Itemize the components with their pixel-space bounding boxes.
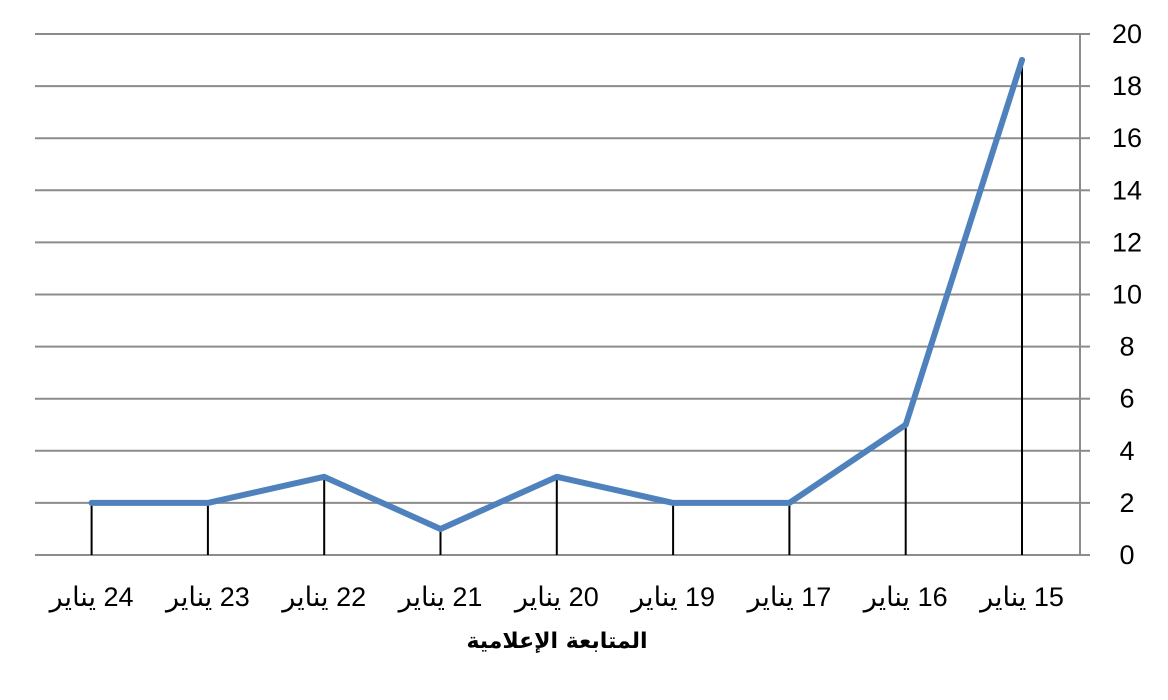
- y-tick-label-0: 0: [1119, 540, 1134, 570]
- y-axis-tick-labels: 0 2 4 6 8 10 12 14 16 18 20: [1112, 19, 1142, 570]
- data-point-6: [321, 473, 328, 480]
- data-point-8: [88, 499, 95, 506]
- x-tick-label-6: 22 يناير: [280, 582, 366, 613]
- x-tick-label-7: 23 يناير: [164, 582, 250, 613]
- axes: [1079, 33, 1090, 556]
- data-point-5: [437, 525, 444, 532]
- x-tick-label-1: 16 يناير: [862, 582, 948, 613]
- data-point-7: [204, 499, 211, 506]
- data-point-1: [902, 421, 909, 428]
- y-tick-label-10: 10: [1112, 280, 1142, 310]
- y-tick-label-2: 2: [1119, 488, 1134, 518]
- x-axis-title: المتابعة الإعلامية: [466, 629, 647, 654]
- x-tick-label-4: 20 يناير: [513, 582, 599, 613]
- data-point-2: [786, 499, 793, 506]
- x-tick-label-2: 17 يناير: [745, 582, 831, 613]
- y-tick-label-12: 12: [1112, 227, 1142, 257]
- y-tick-label-6: 6: [1119, 384, 1134, 414]
- y-tick-label-14: 14: [1112, 175, 1142, 205]
- y-tick-label-4: 4: [1119, 436, 1134, 466]
- data-point-4: [553, 473, 560, 480]
- drop-lines: [90, 60, 1023, 555]
- x-tick-label-5: 21 يناير: [397, 582, 483, 613]
- x-tick-label-3: 19 يناير: [629, 582, 715, 613]
- x-tick-label-0: 15 يناير: [978, 582, 1064, 613]
- y-tick-label-16: 16: [1112, 123, 1142, 153]
- series-layer: [88, 57, 1025, 532]
- x-tick-label-8: 24 يناير: [48, 582, 134, 613]
- data-point-3: [670, 499, 677, 506]
- data-point-0: [1019, 57, 1025, 64]
- y-tick-label-8: 8: [1119, 332, 1134, 362]
- x-axis-tick-labels: 15 يناير 16 يناير 17 يناير 19 يناير 20 يناير…: [48, 582, 1064, 613]
- y-tick-label-20: 20: [1112, 19, 1142, 49]
- y-tick-label-18: 18: [1112, 71, 1142, 101]
